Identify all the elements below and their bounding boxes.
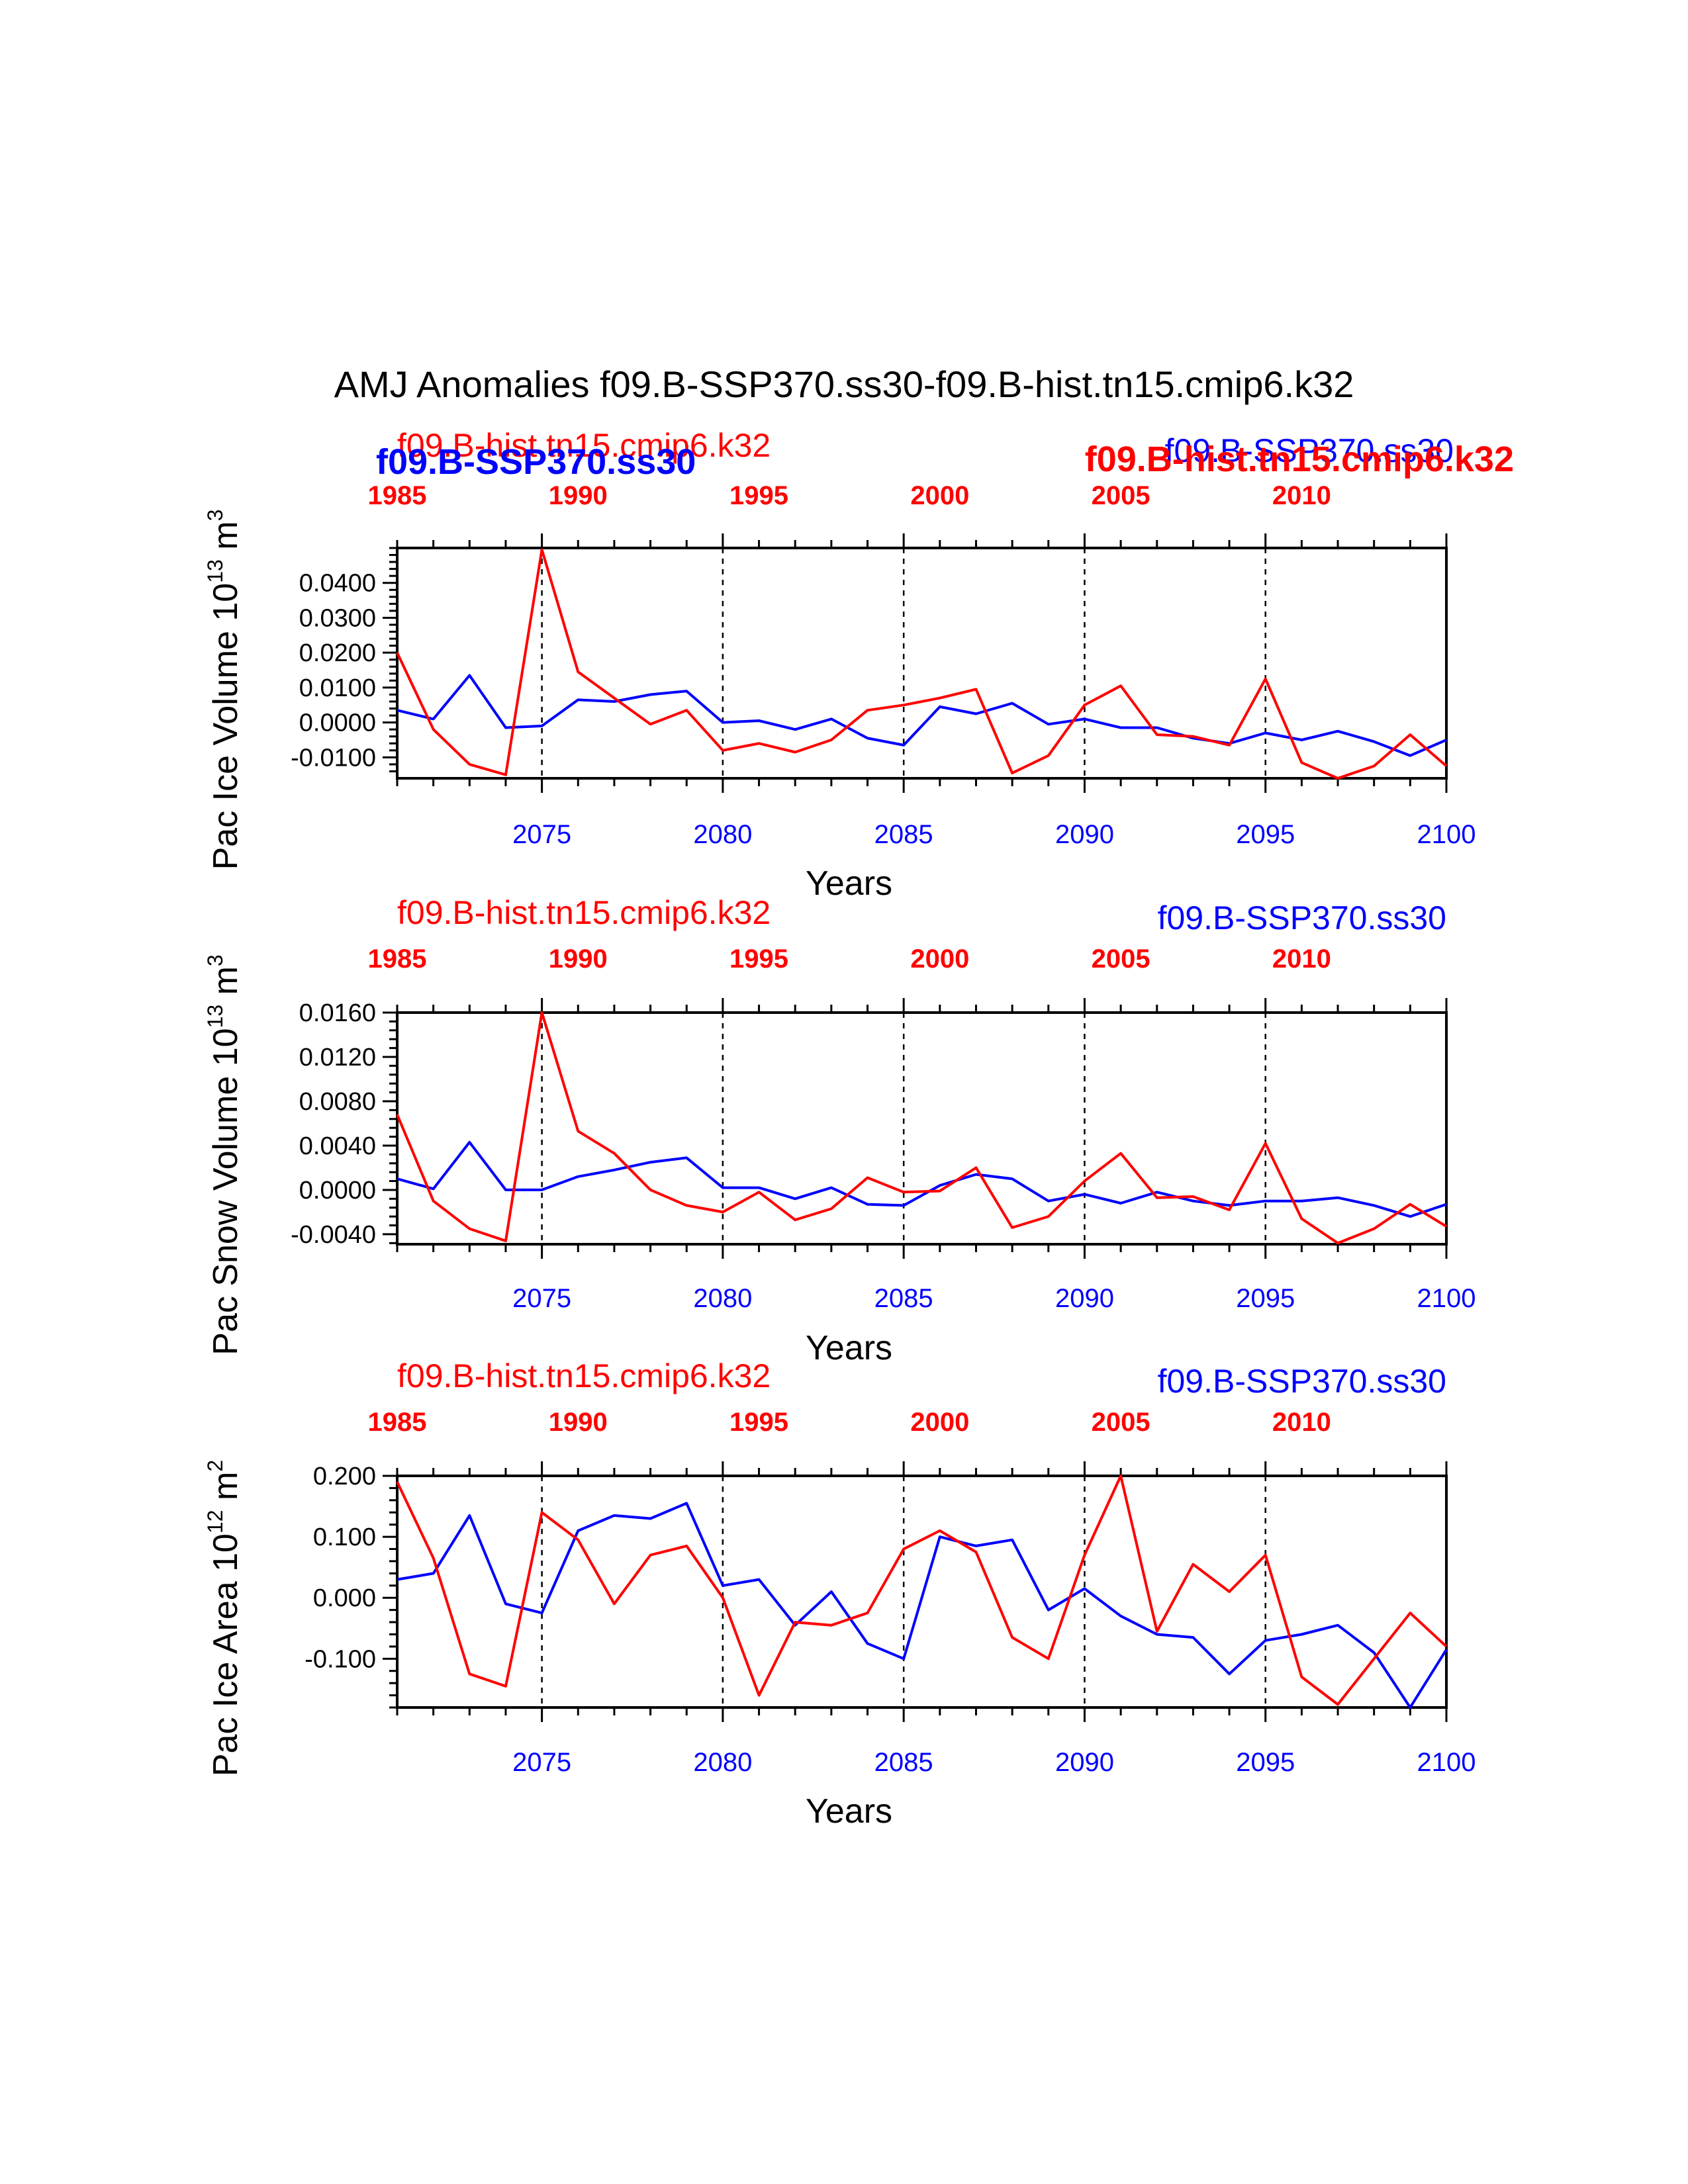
y-tick-label: 0.0200: [299, 639, 376, 667]
top-x-tick-label: 2000: [910, 1408, 969, 1437]
overlay-label-left-red: f09.B-hist.tn15.cmip6.k32: [397, 427, 771, 464]
x-tick-label: 2085: [874, 1748, 933, 1777]
top-x-tick-label: 1985: [368, 1408, 427, 1437]
y-axis-title: Pac Snow Volume 1013 m3: [203, 954, 245, 1355]
y-tick-label: 0.0000: [299, 1177, 376, 1205]
x-tick-label: 2090: [1055, 820, 1114, 849]
legend-ssp370: f09.B-SSP370.ss30: [1158, 1363, 1446, 1400]
y-tick-label: 0.0160: [299, 999, 376, 1027]
x-axis-title: Years: [806, 1792, 892, 1831]
series-line-hist: [396, 548, 1448, 780]
y-tick-label: 0.100: [313, 1524, 376, 1551]
x-tick-label: 2100: [1417, 1748, 1476, 1777]
y-tick-label: 0.0100: [299, 674, 376, 702]
top-x-tick-label: 1995: [729, 944, 788, 974]
plot-frame: [396, 1011, 1448, 1246]
y-tick-label: -0.0040: [291, 1221, 376, 1249]
series-line-ssp370: [397, 1502, 1448, 1709]
x-tick-label: 2090: [1055, 1748, 1114, 1777]
overlay-label-left-blue: f09.B-SSP370.ss30: [376, 442, 696, 482]
x-tick-label: 2085: [874, 1284, 933, 1313]
x-tick-label: 2100: [1417, 1284, 1476, 1313]
y-tick-label: 0.0080: [299, 1088, 376, 1116]
legend-ssp370: f09.B-SSP370.ss30: [1158, 899, 1446, 936]
y-tick-label: 0.0000: [299, 709, 376, 737]
y-tick-label: 0.000: [313, 1584, 376, 1612]
overlay-label-right-red: f09.B-hist.tn15.cmip6.k32: [1085, 439, 1514, 479]
y-tick-label: 0.0040: [299, 1132, 376, 1160]
x-tick-label: 2080: [693, 1748, 752, 1777]
x-axis-title: Years: [806, 1329, 892, 1367]
x-axis-title: Years: [806, 864, 892, 903]
panels-container: 0.0400 0.0300 0.0200 0.0100 0.0000 -0.0100 207…: [203, 481, 1476, 1831]
top-x-tick-label: 2010: [1272, 481, 1331, 510]
x-tick-label: 2085: [874, 820, 933, 849]
chart-panel-2: 0.0160 0.0120 0.0080 0.0040 0.0000 -0.0040 207…: [203, 894, 1476, 1367]
x-tick-label: 2095: [1236, 1748, 1295, 1777]
series-line-hist: [396, 1475, 1448, 1706]
y-axis-title: Pac Ice Volume 1013 m3: [203, 510, 245, 870]
y-axis-title: Pac Ice Area 1012 m2: [203, 1460, 245, 1776]
top-x-tick-label: 1985: [368, 944, 427, 974]
top-x-tick-label: 2000: [910, 944, 969, 974]
series-line-hist: [396, 1011, 1448, 1245]
x-tick-label: 2075: [512, 1284, 571, 1313]
x-tick-label: 2095: [1236, 820, 1295, 849]
top-x-tick-label: 1985: [368, 481, 427, 510]
top-x-tick-label: 2010: [1272, 944, 1331, 974]
top-x-tick-label: 2010: [1272, 1408, 1331, 1437]
y-tick-label: 0.0300: [299, 604, 376, 632]
series-line-ssp370: [397, 674, 1447, 757]
plot-frame: [396, 547, 1448, 780]
top-x-tick-label: 1990: [549, 944, 608, 974]
top-x-tick-label: 1995: [729, 1408, 788, 1437]
x-tick-label: 2080: [693, 820, 752, 849]
y-tick-label: 0.200: [313, 1463, 376, 1490]
top-x-tick-label: 1995: [729, 481, 788, 510]
plot-frame: [396, 1475, 1448, 1709]
legend-hist: f09.B-hist.tn15.cmip6.k32: [397, 1357, 771, 1394]
y-tick-label: 0.0400: [299, 570, 376, 598]
x-tick-label: 2080: [693, 1284, 752, 1313]
legend-hist: f09.B-hist.tn15.cmip6.k32: [397, 894, 771, 931]
x-tick-label: 2090: [1055, 1284, 1114, 1313]
overlay-label-right-blue: f09.B-SSP370.ss30: [1165, 432, 1454, 469]
top-x-tick-label: 1990: [549, 481, 608, 510]
x-tick-label: 2100: [1417, 820, 1476, 849]
chart-panel-3: 0.200 0.100 0.000 -0.100 2075 2080 2085 2090 209…: [203, 1357, 1476, 1831]
x-tick-label: 2075: [512, 820, 571, 849]
top-x-tick-label: 2005: [1092, 481, 1150, 510]
top-x-tick-label: 1990: [549, 1408, 608, 1437]
y-tick-label: -0.0100: [291, 744, 376, 772]
x-tick-label: 2095: [1236, 1284, 1295, 1313]
figure-title: AMJ Anomalies f09.B-SSP370.ss30-f09.B-hi…: [334, 363, 1354, 405]
top-x-tick-label: 2005: [1092, 944, 1150, 974]
top-x-tick-label: 2005: [1092, 1408, 1150, 1437]
y-tick-label: 0.0120: [299, 1044, 376, 1071]
top-x-tick-label: 2000: [910, 481, 969, 510]
series-line-ssp370: [397, 1140, 1447, 1218]
x-tick-label: 2075: [512, 1748, 571, 1777]
y-tick-label: -0.100: [305, 1645, 376, 1673]
chart-panel-1: 0.0400 0.0300 0.0200 0.0100 0.0000 -0.0100 207…: [203, 481, 1476, 903]
